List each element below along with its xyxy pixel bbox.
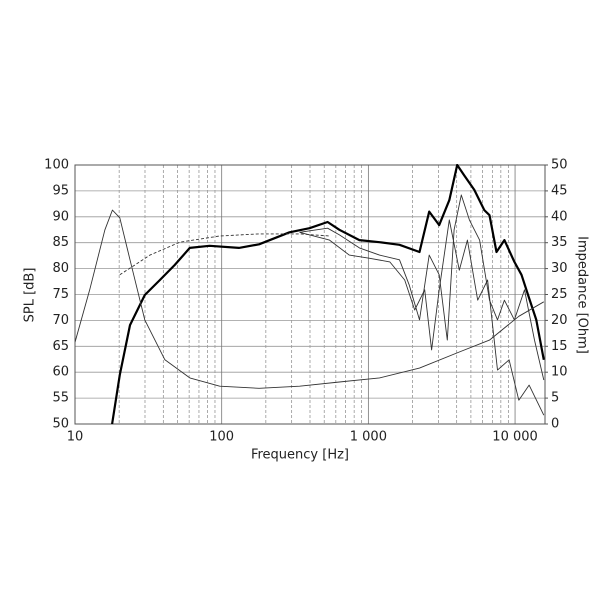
y-tick-label: 100 [44, 158, 69, 173]
y-tick-label: 75 [52, 287, 69, 302]
x-tick-label: 10 000 [492, 430, 538, 445]
y-tick-label: 85 [52, 235, 69, 250]
y2-axis-label: Impedance [Ohm] [575, 236, 590, 354]
y-tick-label: 55 [52, 391, 69, 406]
y2-tick-label: 5 [551, 391, 559, 406]
x-axis-label: Frequency [Hz] [251, 448, 349, 463]
y-tick-label: 80 [52, 261, 69, 276]
y2-tick-label: 45 [551, 183, 568, 198]
y2-tick-label: 30 [551, 261, 568, 276]
y2-tick-label: 20 [551, 313, 568, 328]
series-line [299, 219, 545, 416]
y-tick-label: 90 [52, 209, 69, 224]
y2-tick-label: 15 [551, 339, 568, 354]
y-tick-label: 50 [52, 417, 69, 432]
x-tick-label: 1 000 [350, 430, 387, 445]
x-tick-label: 10 [67, 430, 84, 445]
y2-tick-label: 25 [551, 287, 568, 302]
y2-tick-label: 0 [551, 417, 559, 432]
y-axis-label: SPL [dB] [23, 268, 38, 323]
y2-tick-label: 35 [551, 235, 568, 250]
series-line [119, 233, 330, 276]
series-line [111, 164, 545, 425]
y-tick-label: 60 [52, 365, 69, 380]
y2-tick-label: 40 [551, 209, 568, 224]
y-tick-label: 95 [52, 183, 69, 198]
y-tick-label: 70 [52, 313, 69, 328]
series-line [75, 209, 545, 389]
y2-tick-label: 50 [551, 158, 568, 173]
y-tick-label: 65 [52, 339, 69, 354]
x-tick-label: 100 [209, 430, 234, 445]
series-line [299, 194, 545, 381]
y2-tick-label: 10 [551, 365, 568, 380]
plot-frame [74, 164, 546, 425]
